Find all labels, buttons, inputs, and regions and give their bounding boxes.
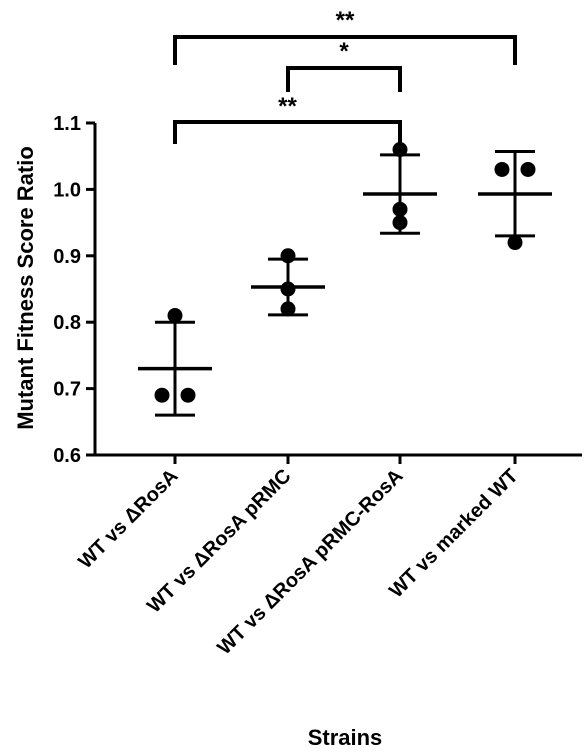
significance-bracket — [286, 66, 402, 92]
data-point — [167, 308, 183, 324]
data-point — [392, 142, 408, 158]
data-point — [180, 387, 196, 403]
significance-label: ** — [336, 7, 355, 34]
significance-bracket — [173, 35, 517, 65]
data-point — [154, 387, 170, 403]
x-category-label: WT vs marked WT — [385, 465, 522, 602]
y-tick-label: 0.6 — [53, 445, 81, 467]
y-tick-label: 1.0 — [53, 179, 81, 201]
significance-label: ** — [278, 93, 297, 120]
y-axis-title: Mutant Fitness Score Ratio — [13, 146, 38, 430]
y-axis: 0.6 0.7 0.8 0.9 1.0 1.1 — [53, 113, 97, 467]
significance-bracket — [173, 120, 402, 144]
data-point — [507, 235, 523, 251]
x-axis-title: Strains — [308, 725, 383, 750]
significance-label: * — [339, 38, 349, 65]
y-tick-label: 0.8 — [53, 312, 81, 334]
data-point — [494, 161, 510, 177]
y-tick-label: 1.1 — [53, 113, 81, 135]
data-point — [520, 161, 536, 177]
error-bars — [138, 150, 552, 417]
x-category-label: WT vs ΔRosA pRMC-RosA — [213, 465, 407, 659]
significance-brackets: ***** — [173, 7, 517, 144]
y-tick-label: 0.9 — [53, 246, 81, 268]
x-category-label: WT vs ΔRosA — [74, 465, 182, 573]
y-tick-label: 0.7 — [53, 379, 81, 401]
data-points — [154, 142, 536, 403]
